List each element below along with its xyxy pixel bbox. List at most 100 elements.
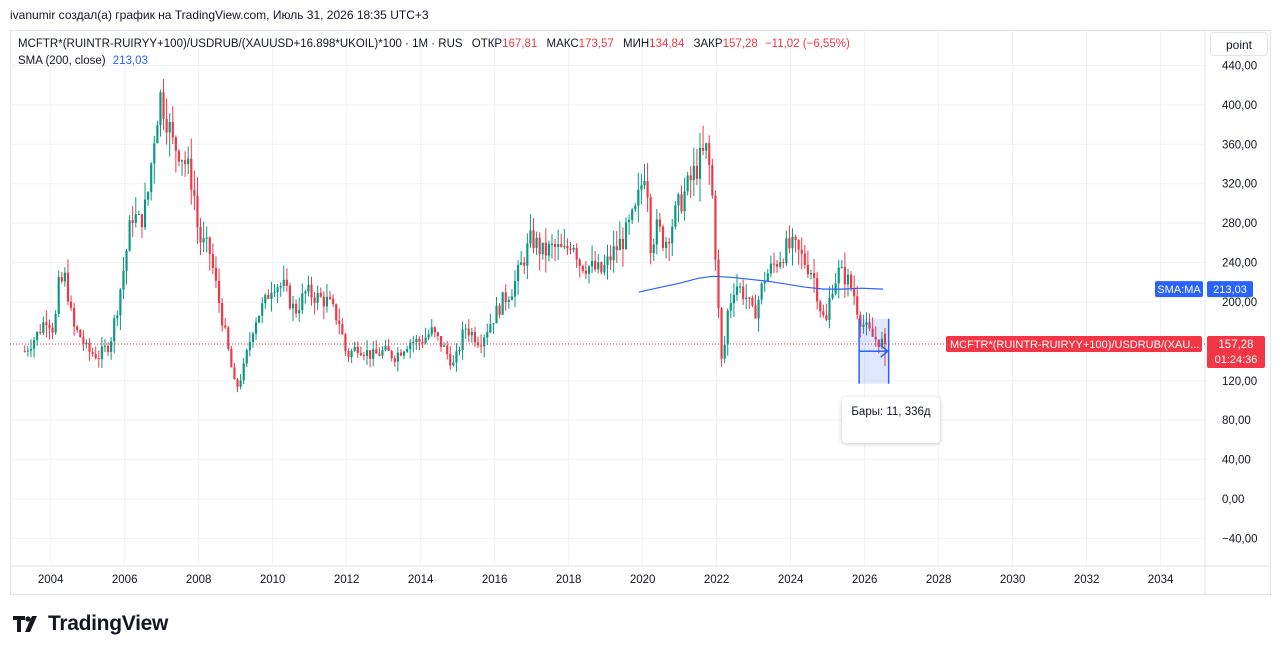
candle-body-219 xyxy=(698,147,702,179)
candle-body-160 xyxy=(517,264,520,281)
candle-body-273 xyxy=(865,322,868,325)
candle-body-48 xyxy=(171,122,174,138)
candle-body-215 xyxy=(686,175,689,192)
candle-body-166 xyxy=(535,237,538,248)
candle-body-187 xyxy=(600,262,603,273)
candle-body-40 xyxy=(147,192,150,200)
candle-body-249 xyxy=(791,236,794,249)
candle-body-122 xyxy=(399,352,403,356)
candle-body-256 xyxy=(812,273,816,278)
candle-body-176 xyxy=(566,246,569,249)
candle-body-102 xyxy=(338,320,341,325)
x-tick-label-10: 2024 xyxy=(778,574,804,586)
candle-body-208 xyxy=(664,241,668,248)
candle-body-211 xyxy=(674,205,677,227)
y-tick-label-11: 0,00 xyxy=(1222,494,1244,506)
sma-line xyxy=(638,275,884,293)
candle-body-175 xyxy=(563,246,566,248)
candle-body-84 xyxy=(282,279,285,286)
measure-arrow-head xyxy=(880,344,889,358)
candle-body-53 xyxy=(187,158,190,165)
candle-body-90 xyxy=(301,293,304,311)
candle-body-242 xyxy=(769,263,772,274)
candle-body-143 xyxy=(464,328,467,330)
candle-body-7 xyxy=(45,322,48,326)
candle-body-41 xyxy=(150,163,153,193)
candle-body-190 xyxy=(609,256,612,261)
candle-body-126 xyxy=(412,341,415,343)
candle-body-8 xyxy=(48,325,51,328)
close-value: 157,28 xyxy=(722,38,758,50)
candle-body-174 xyxy=(560,244,563,247)
candle-body-121 xyxy=(396,352,399,362)
candle-body-85 xyxy=(285,279,288,286)
candle-body-159 xyxy=(513,280,517,297)
candle-body-123 xyxy=(402,351,406,356)
measure-tool xyxy=(858,318,890,384)
candle-body-216 xyxy=(689,175,692,181)
candle-body-56 xyxy=(196,195,199,227)
candle-body-89 xyxy=(298,310,301,314)
sma-value-badge xyxy=(1207,281,1253,298)
candle-body-150 xyxy=(486,332,489,338)
candle-body-27 xyxy=(106,345,110,353)
candle-body-268 xyxy=(849,274,853,288)
symbol-name[interactable]: MCFTR*(RUINTR-RUIRYY+100)/USDRUB/(XAUUSD… xyxy=(18,38,463,50)
candle-body-70 xyxy=(239,380,242,387)
candle-body-128 xyxy=(418,338,421,342)
candle-body-255 xyxy=(809,273,813,275)
candle-body-142 xyxy=(461,329,464,351)
tradingview-logo[interactable]: TradingView xyxy=(12,612,168,636)
candle-body-140 xyxy=(455,351,458,363)
candle-body-239 xyxy=(760,283,763,300)
candle-body-61 xyxy=(211,254,214,268)
candle-body-183 xyxy=(587,266,591,274)
candle-body-228 xyxy=(726,310,729,345)
candle-body-127 xyxy=(415,338,418,342)
candle-body-71 xyxy=(242,363,245,381)
tradingview-logo-icon xyxy=(13,616,37,632)
candle-body-131 xyxy=(427,334,430,338)
candle-body-204 xyxy=(652,244,655,254)
low-label: МИН xyxy=(623,38,650,50)
candle-body-38 xyxy=(140,214,144,228)
chart-legend: MCFTR*(RUINTR-RUIRYY+100)/USDRUB/(XAUUSD… xyxy=(18,36,850,70)
candle-body-103 xyxy=(341,324,344,335)
candle-body-57 xyxy=(199,226,202,243)
x-tick-label-0: 2004 xyxy=(38,574,64,586)
high-value: 173,57 xyxy=(578,38,614,50)
sma-value-badge-text: 213,03 xyxy=(1213,284,1247,296)
candle-body-18 xyxy=(79,330,82,338)
candle-body-145 xyxy=(470,332,473,336)
candle-body-144 xyxy=(467,328,470,336)
candle-body-225 xyxy=(717,259,720,309)
candle-body-17 xyxy=(76,326,79,331)
candle-body-65 xyxy=(224,325,227,328)
candle-body-63 xyxy=(217,280,221,303)
candle-body-148 xyxy=(480,345,483,347)
sma-legend-label[interactable]: SMA (200, close) xyxy=(18,55,106,67)
candle-body-224 xyxy=(714,195,717,260)
candle-body-60 xyxy=(208,237,211,255)
candle-body-149 xyxy=(483,337,486,347)
x-tick-label-4: 2012 xyxy=(334,574,360,586)
candle-body-229 xyxy=(729,303,732,311)
candle-body-39 xyxy=(143,199,147,228)
scale-mode-button[interactable]: point xyxy=(1210,32,1268,56)
candle-body-218 xyxy=(695,165,698,179)
grid xyxy=(10,31,1270,594)
candle-body-141 xyxy=(458,350,461,352)
candle-body-248 xyxy=(788,238,791,249)
candle-body-170 xyxy=(547,244,551,256)
candle-body-168 xyxy=(541,242,544,255)
candle-body-243 xyxy=(772,263,776,265)
candle-body-146 xyxy=(473,332,477,343)
candle-body-74 xyxy=(251,333,255,342)
candle-body-58 xyxy=(202,237,205,243)
candle-body-269 xyxy=(853,287,856,297)
open-value: 167,81 xyxy=(502,38,538,50)
candle-body-151 xyxy=(489,324,492,333)
candle-body-236 xyxy=(751,297,754,306)
candle-body-154 xyxy=(498,305,501,315)
